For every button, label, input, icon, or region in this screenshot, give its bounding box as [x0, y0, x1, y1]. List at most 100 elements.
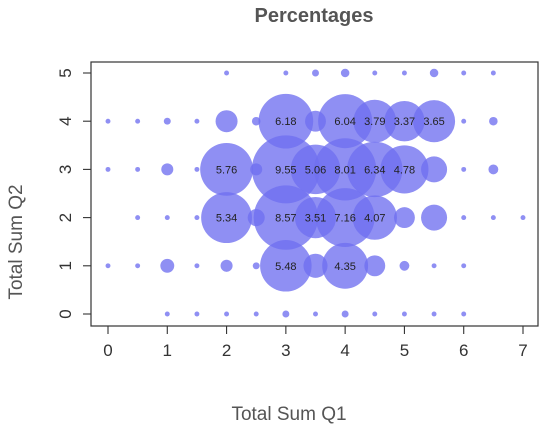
bubble-point: [461, 311, 467, 317]
bubble-point: [429, 68, 439, 78]
bubble-point: [461, 263, 467, 269]
bubble-data-label: 8.57: [275, 213, 296, 225]
bubble-data-label: 5.76: [216, 164, 237, 176]
x-axis-label: Total Sum Q1: [231, 404, 346, 425]
bubble-point: [340, 68, 350, 78]
bubble-point: [461, 215, 467, 221]
bubble-data-label: 6.34: [364, 164, 385, 176]
bubble-point: [160, 258, 175, 273]
bubble-point: [431, 311, 437, 317]
bubble-layer: [105, 68, 526, 318]
bubble-data-label: 5.48: [275, 261, 296, 273]
x-tick-label: 3: [281, 341, 290, 360]
bubble-point: [401, 70, 407, 76]
bubble-point: [322, 242, 369, 289]
x-tick-label: 1: [163, 341, 172, 360]
bubble-point: [372, 70, 378, 76]
bubble-point: [313, 311, 318, 317]
bubble-data-label: 3.37: [394, 116, 415, 128]
bubble-point: [251, 116, 261, 126]
bubble-point: [252, 262, 260, 270]
bubble-data-label: 9.55: [275, 164, 296, 176]
x-axis: 0 1 2 3 4 5 6 7: [103, 326, 528, 360]
bubble-data-label: 3.79: [364, 116, 385, 128]
bubble-point: [253, 185, 319, 250]
x-tick-label: 6: [459, 341, 468, 360]
bubble-point: [399, 260, 410, 271]
bubble-point: [260, 240, 312, 292]
data-label-layer: 5.48 4.35 5.34 8.57 3.51 7.16 4.07 5.76 9.55 5.06…: [216, 116, 445, 273]
bubble-point: [305, 110, 326, 132]
y-tick-label: 0: [56, 309, 75, 318]
bubble-point: [247, 209, 265, 227]
bubble-point: [253, 311, 259, 317]
bubble-data-label: 3.65: [423, 116, 444, 128]
bubble-point: [353, 99, 397, 143]
bubble-point: [421, 204, 448, 231]
bubble-data-label: 4.78: [394, 164, 415, 176]
bubble-point: [258, 93, 314, 149]
bubble-point: [164, 311, 170, 317]
bubble-data-label: 8.01: [334, 164, 355, 176]
chart-title: Percentages: [255, 5, 374, 27]
bubble-point: [282, 310, 290, 318]
bubble-point: [490, 70, 496, 76]
bubble-point: [489, 116, 498, 126]
bubble-point: [461, 166, 467, 172]
bubble-point: [250, 163, 263, 176]
bubble-data-label: 5.06: [305, 164, 326, 176]
bubble-point: [194, 263, 200, 269]
x-tick-label: 4: [340, 341, 349, 360]
bubble-data-label: 6.04: [334, 116, 355, 128]
bubble-data-label: 3.51: [305, 213, 326, 225]
bubble-point: [384, 101, 425, 142]
bubble-point: [488, 164, 499, 175]
bubble-point: [105, 118, 111, 124]
bubble-point: [194, 215, 200, 221]
bubble-point: [220, 259, 233, 272]
bubble-point: [380, 145, 429, 194]
bubble-point: [224, 311, 230, 317]
x-tick-label: 2: [222, 341, 231, 360]
bubble-point: [303, 253, 328, 278]
bubble-point: [413, 100, 456, 143]
y-tick-label: 4: [56, 116, 75, 125]
bubble-data-label: 7.16: [334, 213, 355, 225]
bubble-point: [461, 118, 467, 124]
bubble-point: [135, 215, 141, 221]
bubble-point: [163, 117, 171, 125]
bubble-point: [135, 118, 141, 124]
bubble-point: [194, 311, 200, 317]
bubble-point: [161, 163, 174, 176]
bubble-point: [164, 215, 170, 221]
bubble-point: [200, 142, 253, 196]
bubble-point: [341, 310, 349, 318]
y-tick-label: 3: [56, 165, 75, 174]
bubble-point: [461, 70, 467, 76]
x-tick-label: 0: [103, 341, 112, 360]
x-tick-label: 5: [400, 341, 409, 360]
bubble-point: [135, 166, 141, 172]
bubble-point: [312, 69, 319, 77]
bubble-data-label: 5.34: [216, 213, 237, 225]
bubble-point: [352, 195, 397, 240]
bubble-point: [401, 311, 407, 317]
bubble-point: [194, 166, 200, 172]
x-tick-label: 7: [518, 341, 527, 360]
bubble-data-label: 6.18: [275, 116, 296, 128]
bubble-point: [105, 166, 111, 172]
plot-frame: [90, 61, 539, 327]
bubble-point: [135, 263, 141, 269]
bubble-point: [105, 263, 111, 269]
y-tick-label: 5: [56, 68, 75, 77]
bubble-point: [294, 196, 337, 239]
bubble-point: [201, 192, 252, 244]
y-axis-label: Total Sum Q2: [6, 184, 27, 299]
bubble-point: [215, 110, 238, 133]
bubble-point: [364, 255, 386, 277]
bubble-point: [224, 70, 230, 76]
bubble-point: [520, 215, 526, 221]
bubble-point: [372, 311, 378, 317]
bubble-data-label: 4.35: [334, 261, 355, 273]
